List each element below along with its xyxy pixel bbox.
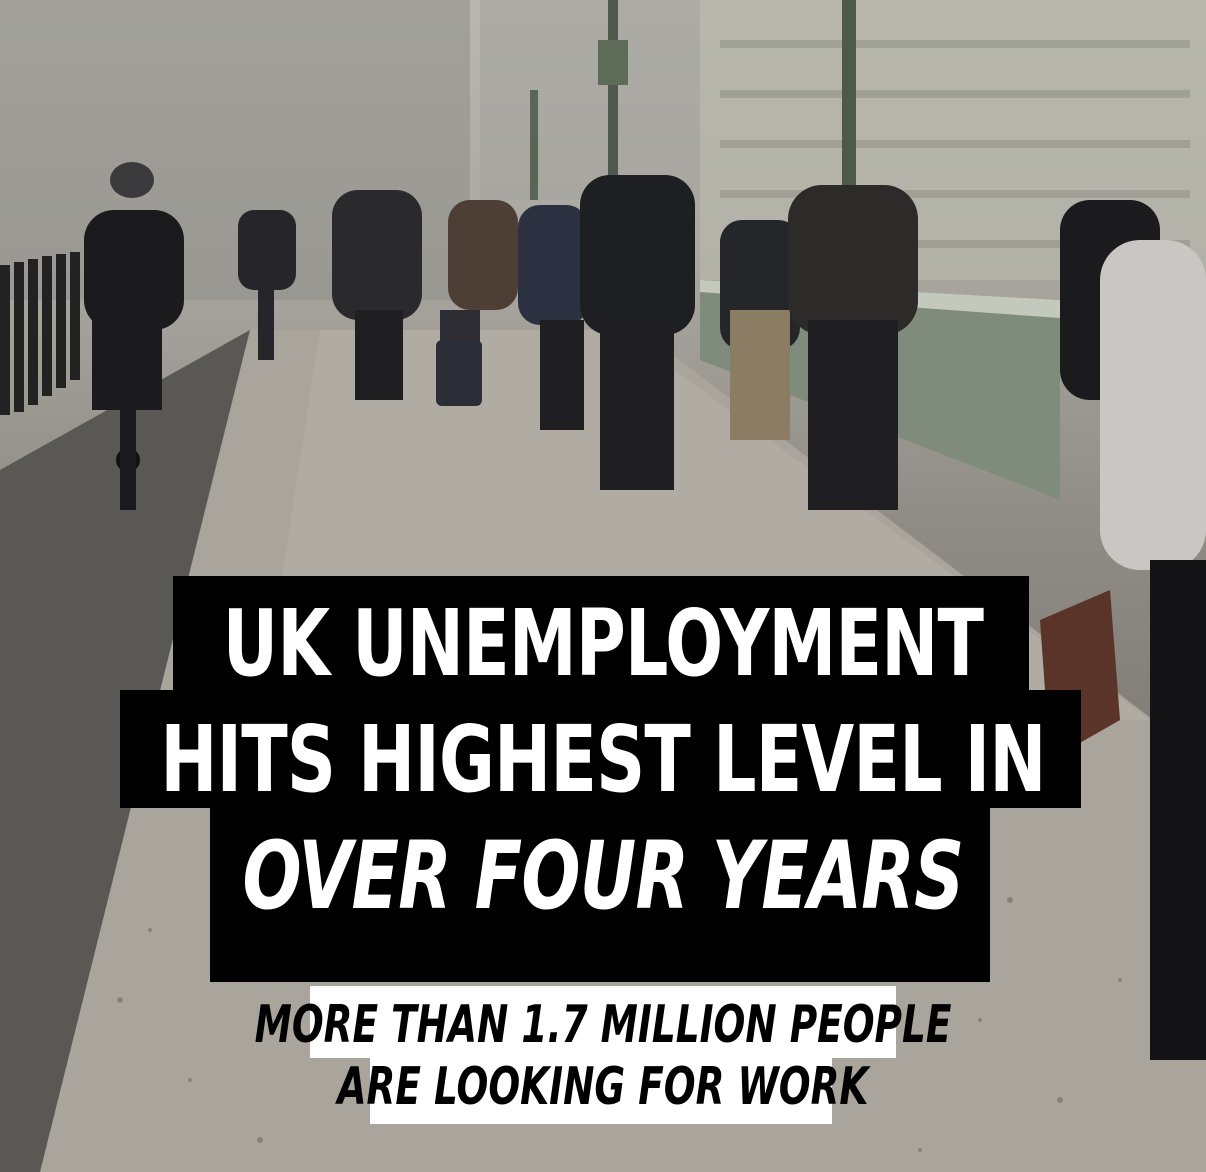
pedestrians <box>332 175 1206 1060</box>
railing-left <box>0 252 80 415</box>
headline-line-2: HITS HIGHEST LEVEL IN <box>160 706 1046 813</box>
lamp-post-3 <box>842 0 856 200</box>
suitcase <box>436 340 482 406</box>
subheadline-box-1 <box>310 986 896 1058</box>
headline-line-1: UK UNEMPLOYMENT <box>222 590 984 697</box>
pavement-specks <box>117 897 1122 1152</box>
building-center <box>480 0 700 200</box>
cyclist-far <box>238 210 296 360</box>
building-windows <box>720 40 1190 248</box>
cyclist <box>84 162 184 510</box>
lamp-post-1 <box>608 0 618 200</box>
lamp-head-1 <box>598 40 628 85</box>
headline-line-3: OVER FOUR YEARS <box>242 822 965 931</box>
headline-bar-3 <box>210 806 990 982</box>
subheadline-line-2: ARE LOOKING FOR WORK <box>337 1057 869 1117</box>
subheadline-line-1: MORE THAN 1.7 MILLION PEOPLE <box>254 995 952 1055</box>
lamp-post-2 <box>530 90 538 200</box>
headline-bar-2 <box>120 690 1081 808</box>
headline-bar-1 <box>173 576 1029 692</box>
subheadline-box-2 <box>370 1052 832 1124</box>
